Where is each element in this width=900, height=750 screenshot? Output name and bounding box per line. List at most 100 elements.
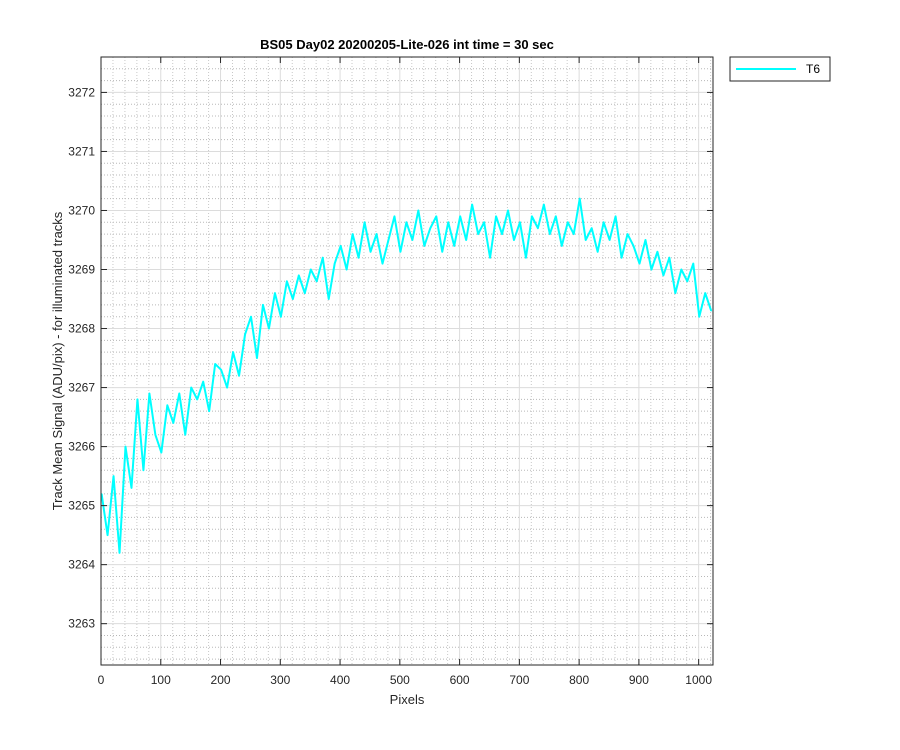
y-tick-label: 3270 — [68, 203, 95, 217]
data-point — [369, 251, 372, 253]
data-point — [340, 245, 342, 247]
data-point — [632, 245, 635, 247]
y-tick-label: 3272 — [68, 85, 95, 99]
data-point — [357, 257, 360, 259]
data-point — [489, 257, 491, 259]
data-point — [387, 239, 390, 241]
data-point — [375, 233, 378, 235]
x-tick-label: 200 — [211, 673, 231, 687]
data-point — [196, 398, 198, 400]
data-point — [262, 304, 264, 306]
y-tick-label: 3271 — [68, 144, 95, 158]
series-layer — [101, 197, 713, 554]
data-point — [531, 215, 533, 217]
data-point — [268, 327, 270, 330]
y-tick-label: 3267 — [68, 381, 95, 395]
x-axis-label: Pixels — [390, 692, 425, 707]
data-point — [447, 221, 449, 223]
data-point — [286, 280, 288, 282]
x-tick-label: 600 — [450, 673, 470, 687]
data-point — [274, 292, 276, 294]
data-point — [429, 227, 431, 229]
data-point — [614, 215, 617, 217]
data-point — [698, 316, 700, 318]
data-point — [393, 215, 396, 217]
data-point — [471, 203, 473, 206]
data-point — [304, 292, 306, 294]
data-point — [184, 434, 186, 436]
data-point — [573, 233, 575, 235]
data-point — [435, 215, 437, 217]
y-axis-label: Track Mean Signal (ADU/pix) - for illumi… — [50, 211, 65, 510]
data-point — [154, 434, 156, 436]
data-point — [226, 386, 228, 389]
data-point — [638, 263, 641, 265]
data-point — [328, 298, 330, 300]
data-point — [483, 221, 485, 223]
data-point — [710, 310, 712, 312]
legend-label-t6: T6 — [806, 62, 820, 76]
data-point — [190, 386, 192, 389]
data-point — [352, 233, 354, 235]
data-point — [220, 369, 222, 371]
y-tick-label: 3268 — [68, 322, 95, 336]
data-point — [405, 221, 407, 223]
data-point — [334, 263, 336, 265]
x-tick-label: 0 — [98, 673, 105, 687]
major-grid — [100, 57, 713, 665]
data-point — [238, 375, 240, 377]
data-point — [417, 209, 419, 212]
data-point — [519, 221, 521, 223]
minor-grid — [101, 56, 713, 665]
data-point — [310, 268, 312, 271]
data-point — [124, 445, 127, 448]
data-point — [674, 292, 676, 294]
data-point — [381, 263, 384, 265]
data-point — [142, 469, 145, 471]
data-point — [644, 239, 647, 241]
data-point — [680, 268, 682, 271]
data-point — [250, 316, 252, 318]
data-point — [214, 363, 216, 365]
data-point — [597, 251, 599, 253]
data-point — [603, 221, 605, 223]
x-tick-label: 900 — [629, 673, 649, 687]
data-point — [704, 292, 706, 294]
data-point — [453, 245, 455, 247]
data-point — [692, 263, 694, 265]
y-axis-ticks: 3263 3264 3265 3266 3267 3268 3269 3270 3271 3272 — [68, 85, 713, 631]
data-point — [525, 257, 527, 259]
data-point — [202, 381, 204, 383]
data-point — [244, 333, 246, 336]
data-point — [292, 298, 294, 300]
data-point — [591, 227, 593, 229]
data-point — [322, 257, 324, 259]
data-point — [256, 357, 258, 359]
data-point — [549, 233, 551, 235]
data-point — [363, 221, 366, 223]
data-point — [346, 268, 348, 271]
data-point — [178, 392, 180, 395]
data-point — [166, 404, 168, 406]
data-point — [626, 233, 629, 235]
data-point — [423, 245, 425, 247]
data-point — [106, 534, 109, 536]
x-tick-label: 1000 — [685, 673, 712, 687]
data-point — [411, 239, 413, 241]
y-tick-label: 3263 — [68, 617, 95, 631]
data-point — [662, 274, 664, 277]
data-point — [686, 280, 688, 282]
x-tick-label: 500 — [390, 673, 410, 687]
data-point — [579, 198, 581, 200]
x-tick-label: 300 — [270, 673, 290, 687]
data-point — [441, 251, 443, 253]
y-tick-label: 3264 — [68, 558, 95, 572]
plot-area: 0 100 200 300 400 500 600 700 800 900 1000 3263326… — [68, 56, 714, 687]
data-point — [130, 487, 133, 489]
x-tick-label: 700 — [509, 673, 529, 687]
data-point — [208, 410, 210, 412]
data-point — [160, 451, 162, 454]
data-point — [399, 251, 402, 253]
data-point — [585, 239, 587, 241]
